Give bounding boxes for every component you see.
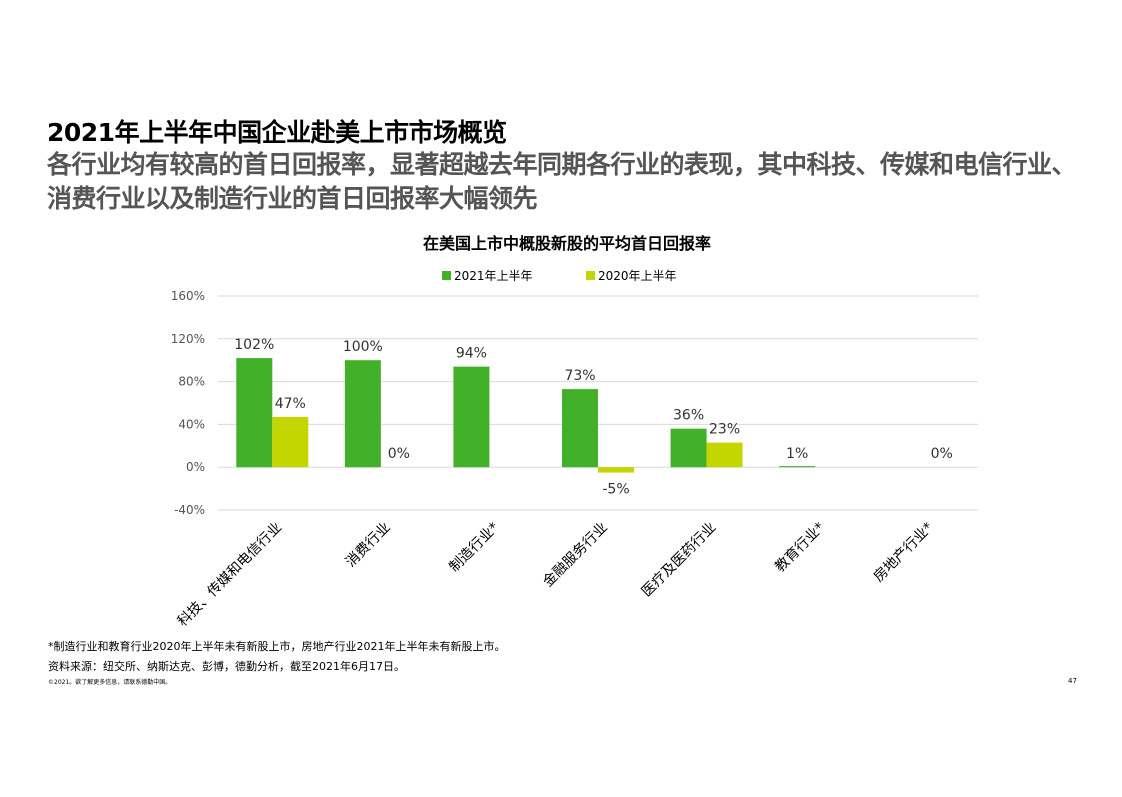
bar [344, 360, 381, 468]
data-label: -5% [602, 482, 629, 498]
x-tick-label: 制造行业* [446, 520, 502, 576]
legend-swatch [442, 271, 451, 280]
bar [453, 366, 490, 468]
bars [236, 358, 816, 473]
data-label: 73% [564, 368, 595, 384]
bar [779, 466, 816, 468]
data-label: 1% [786, 446, 808, 462]
y-tick-label: 0% [186, 460, 205, 474]
data-label: 0% [931, 446, 953, 462]
x-tick-label: 消费行业 [343, 520, 394, 571]
y-axis-ticks: 160% 120% 80% 40% 0% -40% [171, 289, 205, 517]
legend: 2021年上半年 2020年上半年 [442, 269, 677, 283]
data-label: 94% [456, 346, 487, 362]
y-tick-label: 120% [171, 332, 205, 346]
y-tick-label: -40% [174, 503, 205, 517]
chart-title: 在美国上市中概股新股的平均首日回报率 [423, 234, 711, 253]
x-tick-label: 教育行业* [772, 520, 828, 576]
data-label: 0% [388, 446, 410, 462]
data-label: 47% [275, 396, 306, 412]
footnote: *制造行业和教育行业2020年上半年未有新股上市，房地产行业2021年上半年未有… [48, 640, 506, 653]
bar [272, 416, 309, 468]
data-label: 102% [234, 337, 274, 353]
bar [236, 358, 273, 468]
x-axis-ticks: 科技、传媒和电信行业 消费行业 制造行业* 金融服务行业 医疗及医药行业 教育行业* 房地产… [175, 520, 937, 630]
data-labels: 102% 47% 100% 0% 94% 73% -5% 36% 23% 1% 0% [234, 337, 953, 497]
data-label: 36% [673, 408, 704, 424]
y-tick-label: 80% [178, 375, 205, 389]
page-title: 2021年上半年中国企业赴美上市市场概览 [47, 118, 507, 147]
data-label: 23% [709, 422, 740, 438]
legend-swatch [586, 271, 595, 280]
data-label: 100% [343, 339, 383, 355]
copyright: ©2021。欲了解更多信息，请联系德勤中国。 [48, 679, 172, 686]
page-number: 47 [1068, 677, 1077, 685]
bar [706, 442, 743, 468]
x-tick-label: 房地产行业* [871, 520, 937, 586]
legend-label: 2021年上半年 [454, 269, 533, 283]
page-subtitle: 各行业均有较高的首日回报率，显著超越去年同期各行业的表现，其中科技、传媒和电信行… [47, 150, 1077, 213]
x-tick-label: 科技、传媒和电信行业 [175, 520, 285, 630]
y-tick-label: 160% [171, 289, 205, 303]
legend-label: 2020年上半年 [598, 269, 677, 283]
source-note: 资料来源：纽交所、纳斯达克、彭博，德勤分析，截至2021年6月17日。 [48, 660, 405, 673]
x-tick-label: 金融服务行业 [540, 520, 611, 591]
bar [670, 428, 707, 468]
bar [562, 389, 598, 468]
bar [598, 467, 634, 473]
y-tick-label: 40% [178, 417, 205, 431]
x-tick-label: 医疗及医药行业 [639, 520, 720, 601]
